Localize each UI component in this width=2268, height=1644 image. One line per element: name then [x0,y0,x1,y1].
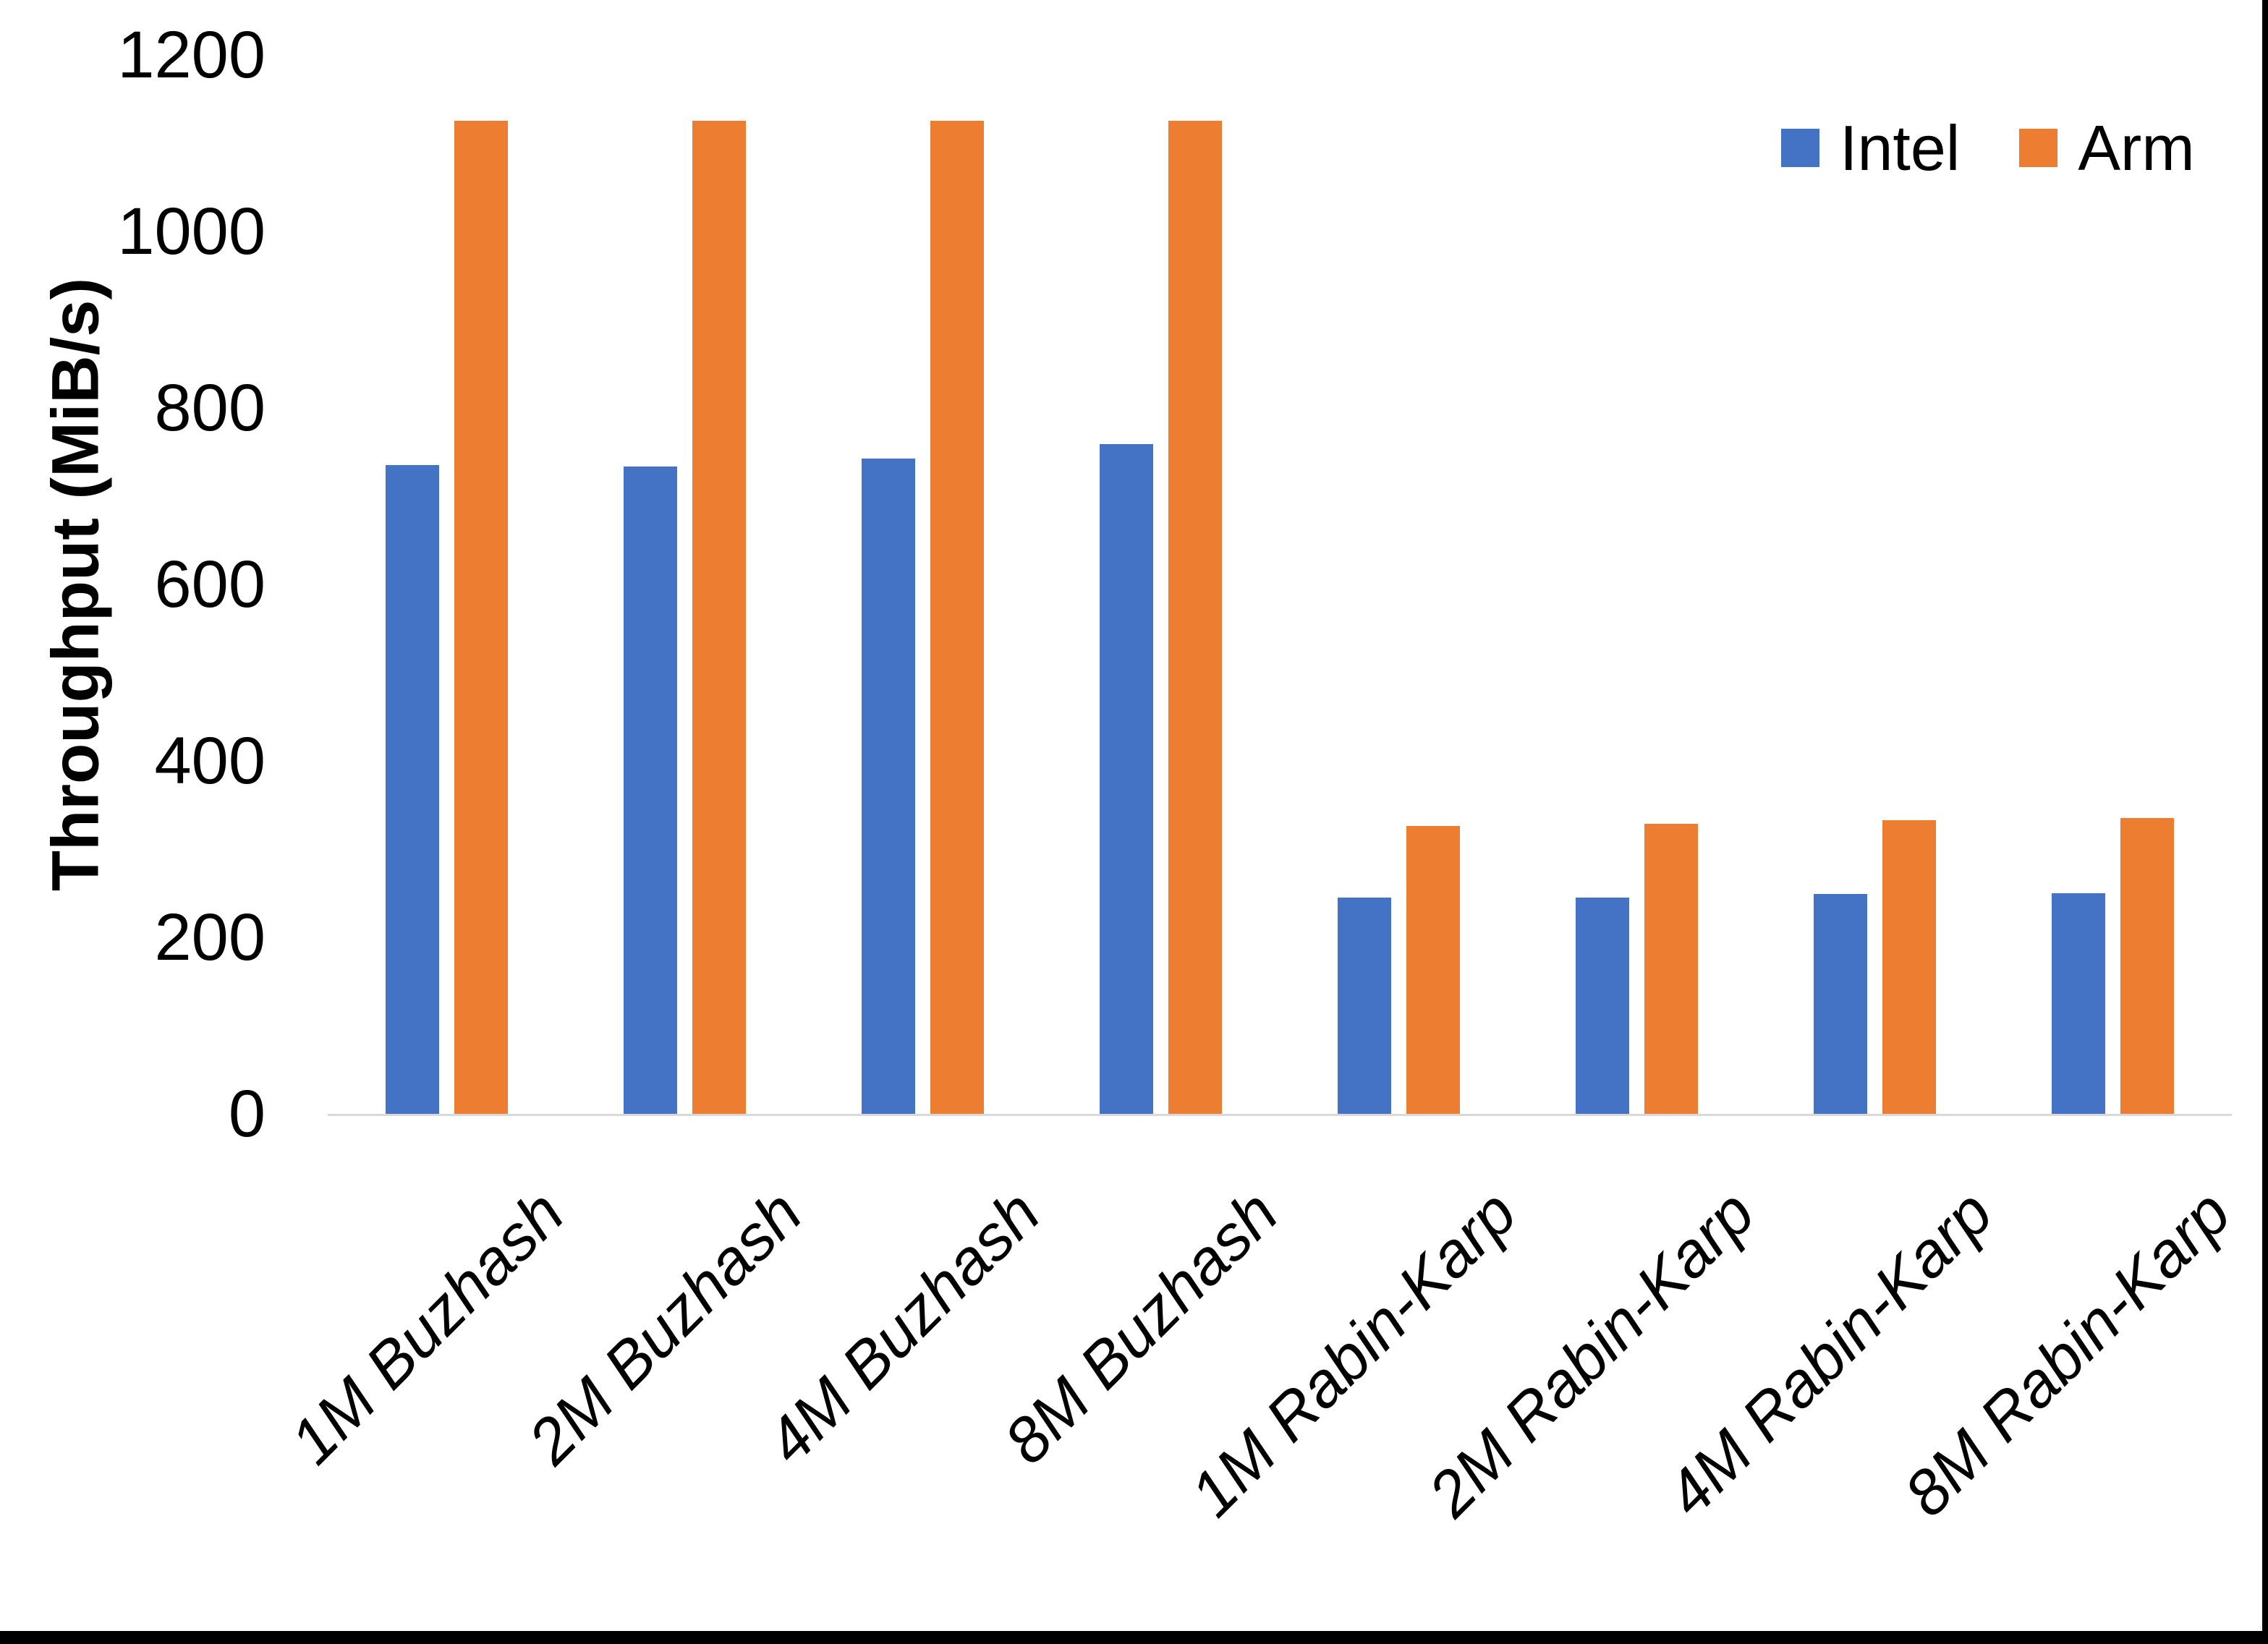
bar-arm-4m-buzhash [930,121,984,1114]
y-tick-label: 200 [154,900,266,974]
bar-arm-1m-buzhash [454,121,508,1114]
bar-intel-8m-buzhash [1100,444,1153,1114]
bar-intel-8m-rabin-karp [2052,893,2105,1114]
bar-arm-8m-buzhash [1168,121,1222,1114]
legend-swatch-arm [2019,129,2058,167]
bar-intel-4m-rabin-karp [1814,894,1867,1114]
bar-arm-2m-rabin-karp [1644,824,1698,1114]
legend: Intel Arm [1781,110,2195,186]
y-tick-label: 1200 [117,18,266,92]
bar-intel-4m-buzhash [862,459,915,1114]
bar-arm-4m-rabin-karp [1882,820,1936,1114]
y-tick-label: 0 [228,1077,266,1151]
y-tick-label: 400 [154,724,266,798]
bar-arm-2m-buzhash [692,121,746,1114]
window-edge-bottom [0,1631,2268,1644]
window-edge-right [2262,0,2268,1644]
x-axis-line [328,1114,2232,1116]
bar-intel-1m-buzhash [386,465,439,1114]
y-tick-label: 600 [154,548,266,621]
bar-arm-1m-rabin-karp [1406,826,1460,1114]
y-tick-label: 800 [154,371,266,445]
legend-label-intel: Intel [1840,112,1961,184]
bar-intel-1m-rabin-karp [1338,898,1391,1114]
legend-label-arm: Arm [2078,112,2195,184]
y-tick-label: 1000 [117,195,266,268]
bar-arm-8m-rabin-karp [2120,818,2174,1114]
legend-swatch-intel [1781,129,1819,167]
bar-intel-2m-rabin-karp [1576,898,1629,1114]
bar-intel-2m-buzhash [624,467,677,1114]
